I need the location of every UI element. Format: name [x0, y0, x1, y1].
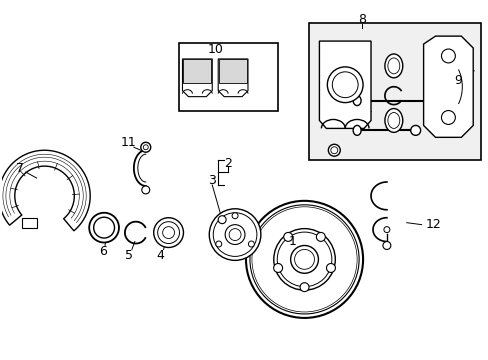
- Text: 9: 9: [453, 74, 461, 87]
- Text: 6: 6: [99, 245, 107, 258]
- Text: 1: 1: [288, 235, 296, 248]
- Circle shape: [273, 264, 282, 273]
- Ellipse shape: [209, 209, 260, 260]
- Ellipse shape: [330, 147, 337, 154]
- Circle shape: [283, 233, 292, 241]
- Circle shape: [383, 227, 389, 233]
- Text: 3: 3: [208, 174, 216, 186]
- Polygon shape: [21, 218, 37, 228]
- Polygon shape: [219, 59, 246, 83]
- Ellipse shape: [326, 67, 362, 103]
- Text: 4: 4: [156, 249, 164, 262]
- Ellipse shape: [352, 125, 360, 135]
- Ellipse shape: [384, 109, 402, 132]
- Circle shape: [142, 186, 149, 194]
- Text: 11: 11: [121, 136, 137, 149]
- Circle shape: [316, 233, 325, 241]
- Ellipse shape: [387, 58, 399, 74]
- Text: 8: 8: [357, 13, 366, 26]
- Ellipse shape: [163, 227, 174, 239]
- Ellipse shape: [249, 205, 358, 314]
- Ellipse shape: [245, 201, 362, 318]
- Text: 12: 12: [425, 218, 441, 231]
- Text: 10: 10: [207, 42, 223, 55]
- Polygon shape: [218, 59, 247, 96]
- Circle shape: [218, 216, 225, 224]
- Bar: [309, 23, 480, 160]
- Ellipse shape: [89, 213, 119, 243]
- Text: 5: 5: [124, 249, 133, 262]
- Circle shape: [300, 283, 308, 292]
- Circle shape: [224, 225, 244, 244]
- Polygon shape: [183, 59, 211, 83]
- Polygon shape: [423, 36, 472, 137]
- Ellipse shape: [273, 229, 335, 290]
- Ellipse shape: [277, 232, 331, 287]
- Ellipse shape: [384, 54, 402, 78]
- Polygon shape: [319, 41, 370, 129]
- Circle shape: [441, 111, 454, 125]
- Ellipse shape: [425, 96, 435, 105]
- Ellipse shape: [352, 96, 360, 105]
- Text: 2: 2: [224, 157, 232, 170]
- Circle shape: [248, 241, 254, 247]
- Ellipse shape: [251, 207, 356, 312]
- Circle shape: [326, 264, 335, 273]
- Polygon shape: [0, 150, 90, 231]
- Ellipse shape: [332, 72, 357, 98]
- Ellipse shape: [387, 113, 399, 129]
- Circle shape: [143, 145, 148, 150]
- Bar: [178, 43, 277, 111]
- Polygon shape: [182, 59, 212, 96]
- Circle shape: [229, 229, 241, 240]
- Ellipse shape: [327, 144, 340, 156]
- Ellipse shape: [153, 218, 183, 247]
- Circle shape: [290, 246, 318, 273]
- Ellipse shape: [410, 125, 420, 135]
- Ellipse shape: [213, 213, 256, 256]
- Circle shape: [382, 242, 390, 249]
- Circle shape: [215, 241, 221, 247]
- Ellipse shape: [157, 222, 179, 243]
- Ellipse shape: [94, 217, 114, 238]
- Circle shape: [441, 49, 454, 63]
- Circle shape: [141, 142, 150, 152]
- Text: 7: 7: [16, 162, 24, 175]
- Circle shape: [232, 213, 238, 219]
- Circle shape: [294, 249, 314, 269]
